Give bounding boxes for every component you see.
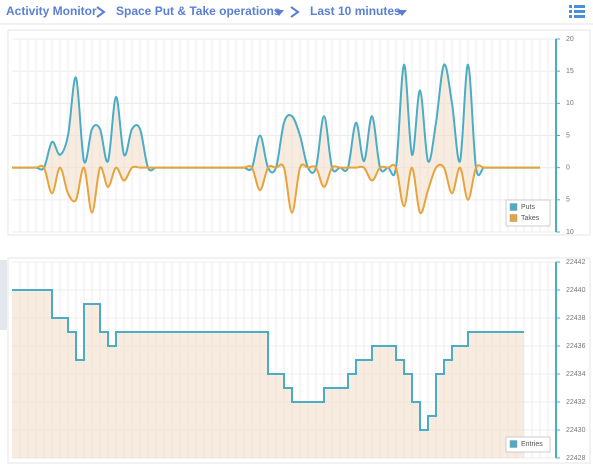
y-tick-label: 22432	[566, 399, 586, 406]
y-tick-label: 22434	[566, 371, 586, 378]
legend-swatch	[509, 440, 518, 448]
y-tick-label: 20	[566, 36, 574, 43]
icon-part	[569, 5, 572, 8]
dropdown-arrow[interactable]	[397, 10, 407, 16]
icon-part	[574, 5, 585, 8]
y-tick-label: 22442	[566, 259, 586, 266]
chart-panel	[7, 257, 591, 464]
legend-label: Entries	[521, 441, 543, 448]
side-tab[interactable]	[0, 260, 7, 330]
series-line	[12, 163, 540, 215]
y-tick-label: 22440	[566, 287, 586, 294]
y-tick-label: 22428	[566, 455, 586, 462]
y-tick-label: 10	[566, 100, 574, 107]
y-tick-label: 5	[566, 197, 570, 204]
y-tick-label: 0	[566, 165, 570, 172]
y-tick-label: 22430	[566, 427, 586, 434]
legend-swatch	[509, 214, 518, 222]
series-line	[12, 289, 524, 431]
legend-swatch	[509, 203, 518, 211]
y-tick-label: 22436	[566, 343, 586, 350]
icon-part	[574, 15, 585, 18]
icon-part	[569, 15, 572, 18]
icon-part	[569, 10, 572, 13]
breadcrumb-item[interactable]: Space Put & Take operations	[116, 4, 281, 18]
legend-label: Puts	[521, 204, 536, 211]
y-tick-label: 22438	[566, 315, 586, 322]
breadcrumb-item[interactable]: Last 10 minutes	[310, 4, 401, 18]
dropdown-arrow[interactable]	[274, 10, 284, 16]
y-tick-label: 10	[566, 229, 574, 236]
breadcrumb-item[interactable]: Activity Monitor	[6, 4, 97, 18]
icon-part	[574, 10, 585, 13]
chart-panel	[7, 29, 591, 236]
area	[12, 164, 540, 214]
y-tick-label: 15	[566, 68, 574, 75]
separator	[290, 6, 300, 18]
separator	[96, 6, 106, 18]
area	[12, 64, 540, 176]
series-line	[12, 63, 540, 177]
y-tick-label: 5	[566, 132, 570, 139]
menu-icon[interactable]	[569, 5, 585, 18]
legend-label: Takes	[521, 215, 540, 222]
